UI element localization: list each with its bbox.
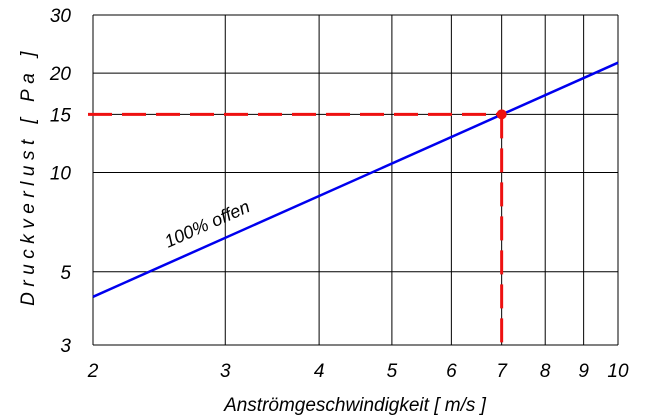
y-axis-title: Druckverlust [ Pa ] (18, 46, 39, 306)
x-tick-label-4: 6 (446, 361, 457, 382)
x-tick-label-7: 9 (578, 361, 589, 382)
marker-layer (496, 109, 507, 120)
marker-guides (88, 112, 504, 352)
y-tick-label-1: 5 (60, 263, 71, 284)
x-tick-label-1: 3 (220, 361, 231, 382)
series-label: 100% offen (161, 196, 252, 251)
y-tick-label-4: 20 (49, 64, 72, 85)
series-layer (92, 61, 619, 298)
y-tick-label-3: 15 (50, 105, 72, 126)
y-tick-labels: 3 5 10 15 20 30 (49, 6, 72, 357)
y-tick-label-5: 30 (50, 6, 72, 27)
x-axis-title: Anströmgeschwindigkeit [ m/s ] (223, 395, 487, 416)
x-tick-label-5: 7 (496, 361, 508, 382)
x-tick-label-2: 4 (314, 361, 325, 382)
y-tick-label-2: 10 (50, 163, 72, 184)
grid (92, 14, 619, 346)
marker-point (496, 109, 507, 120)
y-tick-label-0: 3 (60, 336, 71, 357)
x-tick-labels: 2 3 4 5 6 7 8 9 10 (87, 361, 629, 382)
series-line-0 (92, 61, 619, 298)
x-tick-label-3: 5 (387, 361, 398, 382)
x-tick-label-8: 10 (607, 361, 629, 382)
x-tick-label-0: 2 (87, 361, 99, 382)
x-tick-label-6: 8 (540, 361, 551, 382)
